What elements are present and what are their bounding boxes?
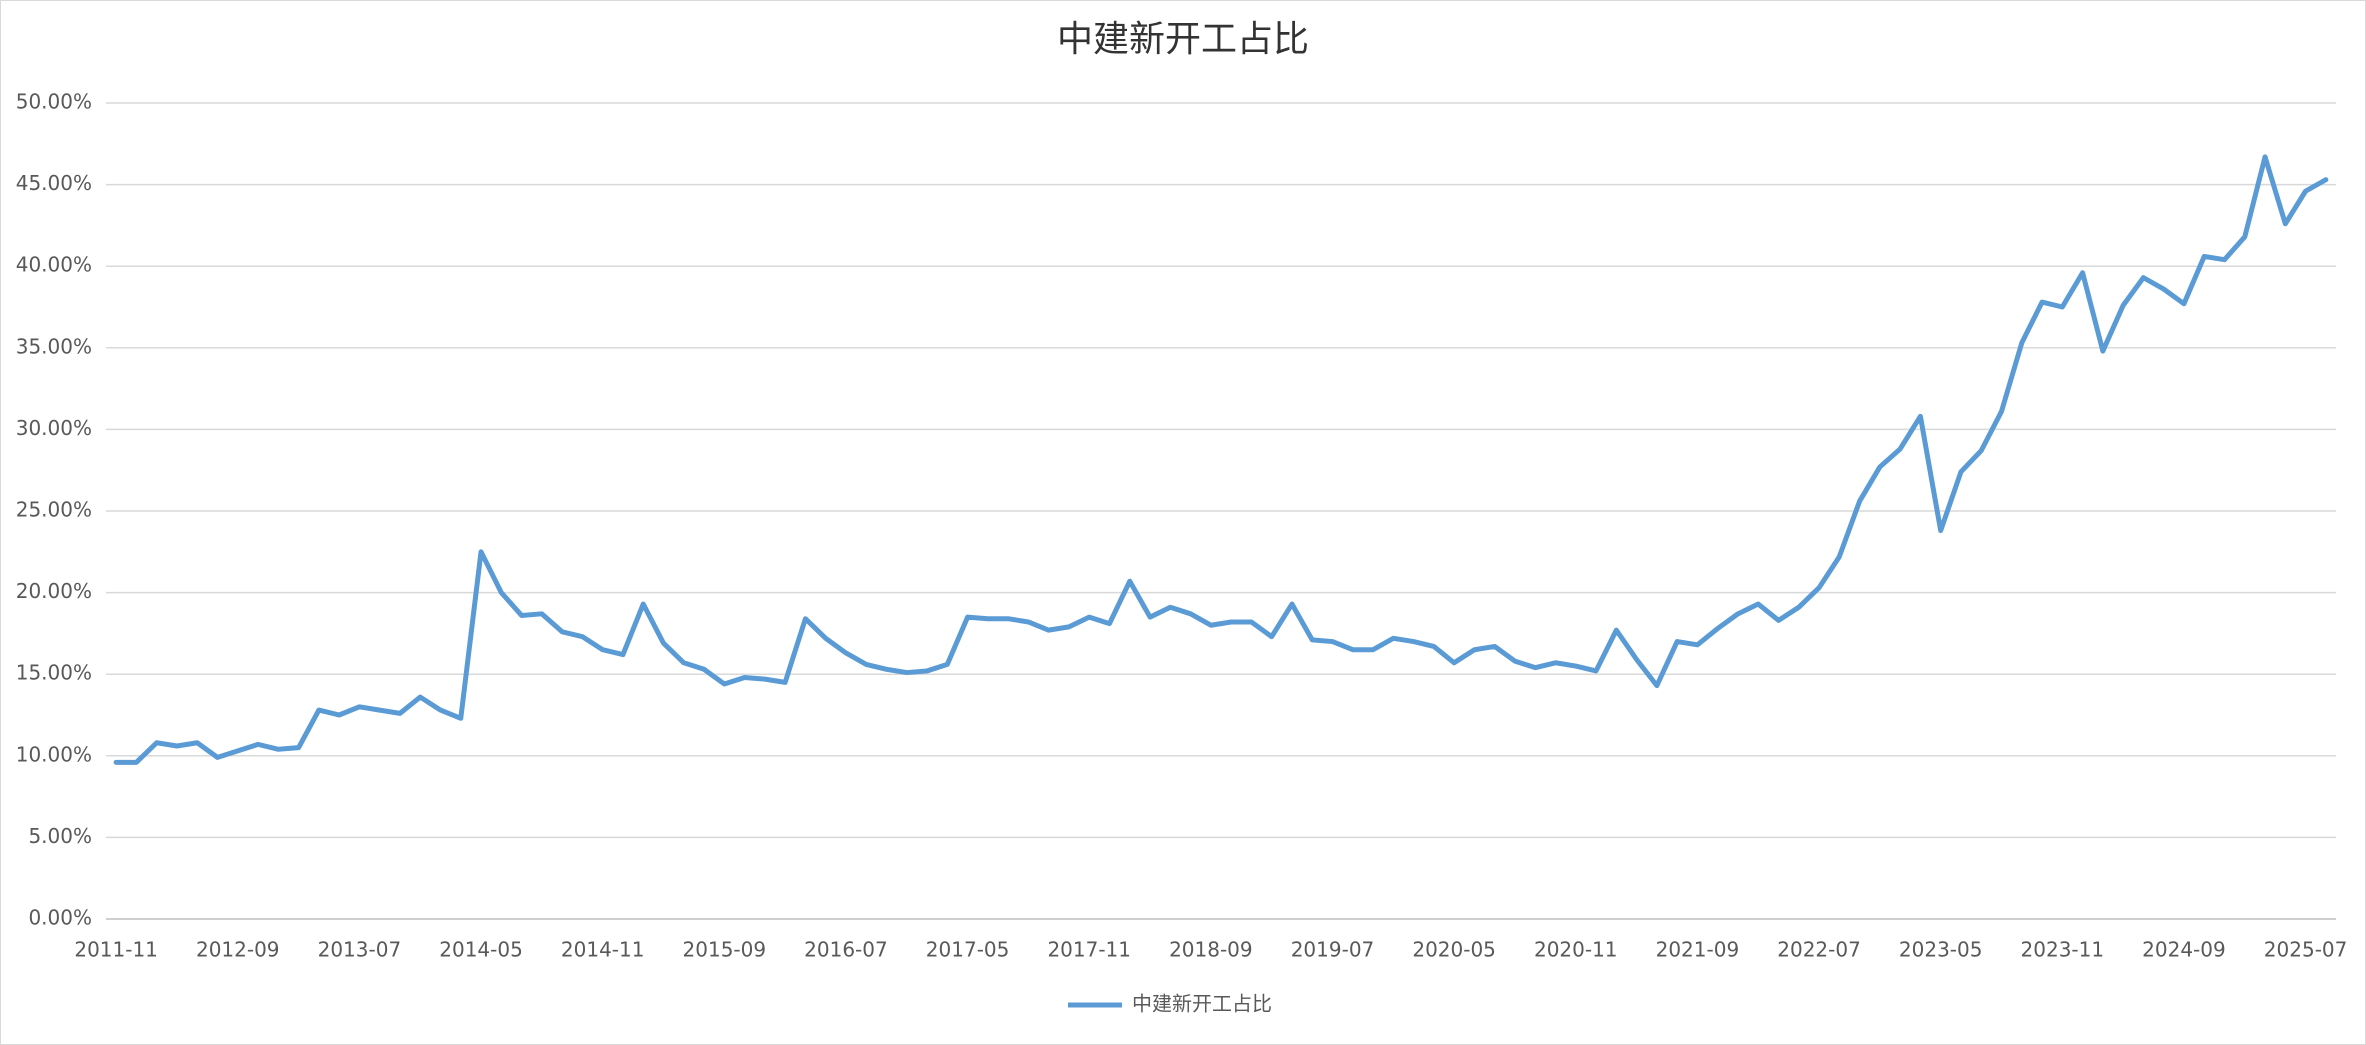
x-tick-label: 2020-11 [1534, 938, 1618, 962]
y-tick-label: 30.00% [16, 416, 92, 440]
x-tick-label: 2023-11 [2021, 938, 2105, 962]
x-tick-label: 2014-05 [439, 938, 523, 962]
y-tick-label: 15.00% [16, 661, 92, 685]
x-tick-label: 2017-11 [1047, 938, 1131, 962]
x-tick-label: 2019-07 [1291, 938, 1375, 962]
y-tick-label: 50.00% [16, 90, 92, 114]
x-tick-label: 2015-09 [683, 938, 767, 962]
x-tick-label: 2025-07 [2264, 938, 2348, 962]
chart-title: 中建新开工占比 [1057, 19, 1309, 60]
y-tick-label: 0.00% [28, 906, 92, 930]
x-tick-label: 2024-09 [2142, 938, 2226, 962]
x-tick-label: 2018-09 [1169, 938, 1253, 962]
y-tick-label: 40.00% [16, 253, 92, 277]
x-tick-label: 2012-09 [196, 938, 280, 962]
y-tick-label: 25.00% [16, 498, 92, 522]
data-line [113, 154, 2329, 765]
x-tick-label: 2021-09 [1656, 938, 1740, 962]
x-tick-label: 2011-11 [74, 938, 158, 962]
x-tick-label: 2014-11 [561, 938, 645, 962]
y-tick-label: 20.00% [16, 579, 92, 603]
x-tick-label: 2016-07 [804, 938, 888, 962]
x-tick-label: 2023-05 [1899, 938, 1983, 962]
y-tick-label: 35.00% [16, 334, 92, 358]
y-tick-label: 5.00% [28, 824, 92, 848]
y-tick-label: 45.00% [16, 171, 92, 195]
x-tick-label: 2013-07 [318, 938, 402, 962]
x-tick-label: 2022-07 [1777, 938, 1861, 962]
x-tick-label: 2017-05 [926, 938, 1010, 962]
y-tick-label: 10.00% [16, 742, 92, 766]
x-tick-label: 2020-05 [1412, 938, 1496, 962]
legend-label: 中建新开工占比 [1132, 992, 1272, 1016]
